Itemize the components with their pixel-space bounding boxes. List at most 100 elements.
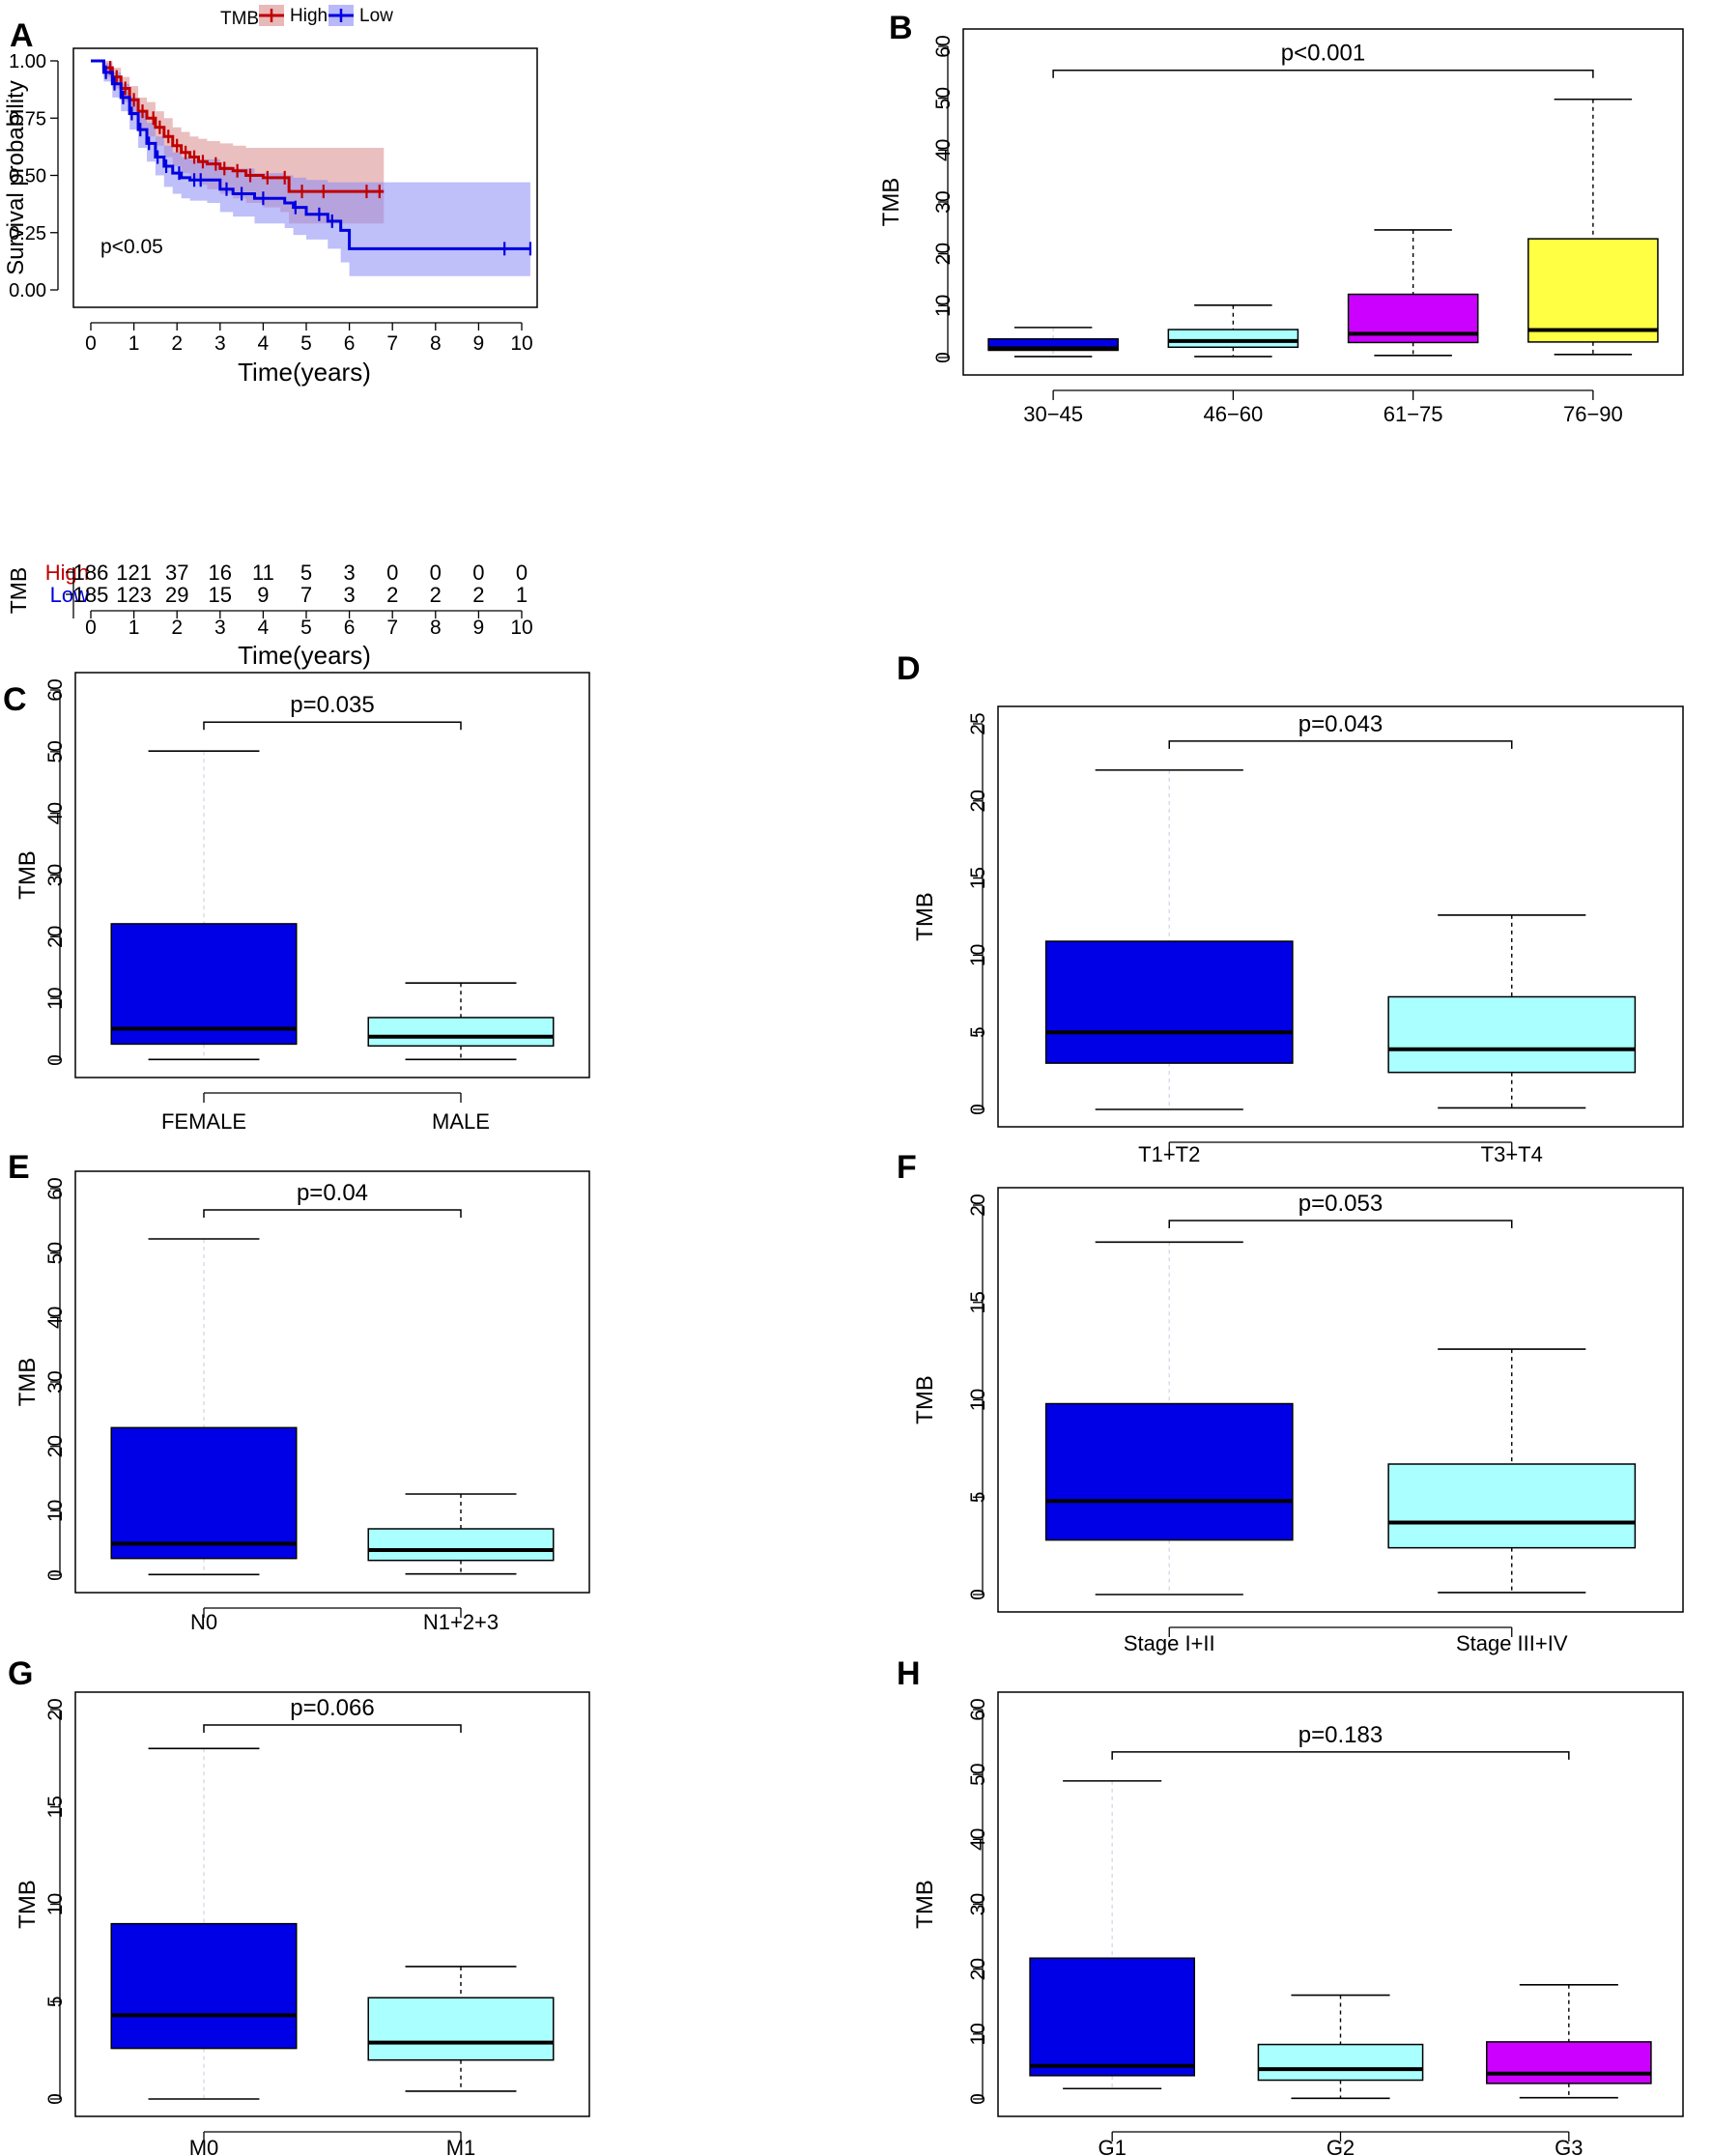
risk-count: 5 (300, 561, 312, 585)
y-tick-label: 0.25 (9, 223, 46, 244)
y-tick-label: 0 (44, 1569, 67, 1581)
x-tick-label: 8 (430, 332, 442, 355)
risk-count: 2 (386, 583, 398, 607)
x-tick-label: T3+T4 (1481, 1142, 1543, 1166)
y-tick-label: 20 (967, 1193, 989, 1216)
plot-frame (74, 1170, 590, 1594)
y-tick-label: 10 (932, 295, 955, 317)
plot-frame (997, 705, 1684, 1128)
plot-frame (74, 1691, 590, 2117)
y-tick-label: 0.00 (9, 280, 46, 302)
box-m1 (367, 1997, 555, 2061)
y-tick-label: 40 (44, 802, 67, 824)
y-tick-label: 10 (967, 2023, 989, 2045)
risk-count: 0 (430, 561, 442, 585)
x-tick-label: N0 (190, 1610, 217, 1634)
risk-count: 15 (209, 583, 232, 607)
y-tick-label: 50 (967, 1763, 989, 1785)
box-g3 (1486, 2041, 1652, 2084)
y-tick-label: 50 (44, 1242, 67, 1264)
p-value-label: p<0.05 (100, 236, 163, 258)
p-value-label: p=0.183 (1298, 1722, 1383, 1748)
plot-frame (72, 47, 538, 308)
box-t3-t4 (1387, 995, 1637, 1074)
box-n0 (110, 1426, 298, 1560)
risk-count: 185 (73, 583, 109, 607)
y-tick-label: 50 (44, 740, 67, 762)
x-tick-label: T1+T2 (1138, 1142, 1200, 1166)
panel-letter-c: C (3, 681, 27, 718)
risk-count: 7 (300, 583, 312, 607)
risk-table-title: TMB (6, 567, 31, 615)
p-value-label: p=0.043 (1298, 711, 1383, 737)
y-tick-label: 0 (967, 2093, 989, 2105)
y-tick-label: 60 (932, 35, 955, 57)
panel-letter-f: F (897, 1149, 917, 1186)
boxplot-panel-h: 0 10 20 30 40 50 60 TMB G1 G2 G3 p=0.183 (912, 1691, 1684, 2156)
y-tick-label: 0 (44, 1054, 67, 1066)
x-tick-label: N1+2+3 (423, 1610, 499, 1634)
y-tick-label: 20 (932, 243, 955, 265)
x-tick-label: 2 (171, 332, 183, 355)
y-axis-label: TMB (912, 892, 938, 941)
risk-x-tick-label: 7 (386, 617, 398, 639)
x-tick-label: G2 (1327, 2136, 1355, 2156)
p-value-label: p=0.066 (290, 1695, 374, 1721)
y-tick-label: 10 (967, 944, 989, 966)
box-m0 (110, 1922, 298, 2050)
y-tick-label: 10 (44, 1500, 67, 1522)
significance-bracket (203, 721, 462, 731)
y-tick-label: 40 (44, 1307, 67, 1329)
y-tick-label: 20 (44, 1698, 67, 1720)
panel-letter-g: G (8, 1655, 33, 1692)
risk-count: 16 (209, 561, 232, 585)
x-tick-label: 9 (473, 332, 485, 355)
y-tick-label: 0.75 (9, 108, 46, 129)
x-tick-label: 4 (258, 332, 270, 355)
x-tick-label: 6 (344, 332, 356, 355)
x-axis-label: Time(years) (238, 358, 371, 387)
risk-x-tick-label: 1 (128, 617, 140, 639)
significance-bracket (203, 1724, 462, 1733)
box-stage-i-ii (1044, 1402, 1294, 1541)
y-axis-label: TMB (14, 850, 41, 900)
risk-x-tick-label: 6 (344, 617, 356, 639)
risk-count: 2 (430, 583, 442, 607)
y-tick-label: 30 (932, 190, 955, 213)
y-tick-label: 0 (967, 1104, 989, 1115)
x-tick-label: FEMALE (161, 1109, 246, 1134)
y-tick-label: 5 (967, 1491, 989, 1503)
y-tick-label: 20 (967, 1958, 989, 1980)
survival-curve-high (91, 59, 385, 193)
risk-count: 9 (257, 583, 269, 607)
panel-letter-e: E (8, 1149, 30, 1186)
risk-table-x-label: Time(years) (238, 641, 371, 670)
risk-count: 3 (343, 583, 355, 607)
risk-count: 121 (116, 561, 152, 585)
x-tick-label: G1 (1098, 2136, 1126, 2156)
p-value-label: p=0.04 (297, 1180, 368, 1206)
y-tick-label: 10 (967, 1389, 989, 1411)
x-tick-label: 46−60 (1203, 402, 1263, 426)
p-value-label: p=0.035 (290, 692, 374, 718)
x-tick-label: G3 (1555, 2136, 1583, 2156)
y-axis-label: Survival probability (3, 80, 29, 274)
boxplot-panel-d: 0 5 10 15 20 25 TMB T1+T2 T3+T4 p=0.043 (912, 705, 1684, 1166)
survival-panel: TMB High Low 0.00 0.25 0.50 0.75 1.00 Survival p… (3, 5, 538, 670)
box-n1-2-3 (367, 1528, 555, 1562)
risk-x-tick-label: 9 (473, 617, 485, 639)
y-tick-label: 0 (967, 1589, 989, 1600)
box-g1 (1029, 1957, 1195, 2077)
x-tick-label: 7 (386, 332, 398, 355)
x-tick-label: 0 (85, 332, 97, 355)
plot-frame (74, 672, 590, 1078)
risk-count: 0 (386, 561, 398, 585)
significance-bracket (203, 1209, 462, 1218)
plot-frame (997, 1187, 1684, 1613)
legend-title: TMB (220, 9, 259, 29)
box-t1-t2 (1044, 940, 1294, 1064)
y-tick-label: 60 (44, 1177, 67, 1199)
risk-x-tick-label: 8 (430, 617, 442, 639)
risk-x-tick-label: 10 (510, 617, 532, 639)
y-tick-label: 20 (44, 1435, 67, 1457)
